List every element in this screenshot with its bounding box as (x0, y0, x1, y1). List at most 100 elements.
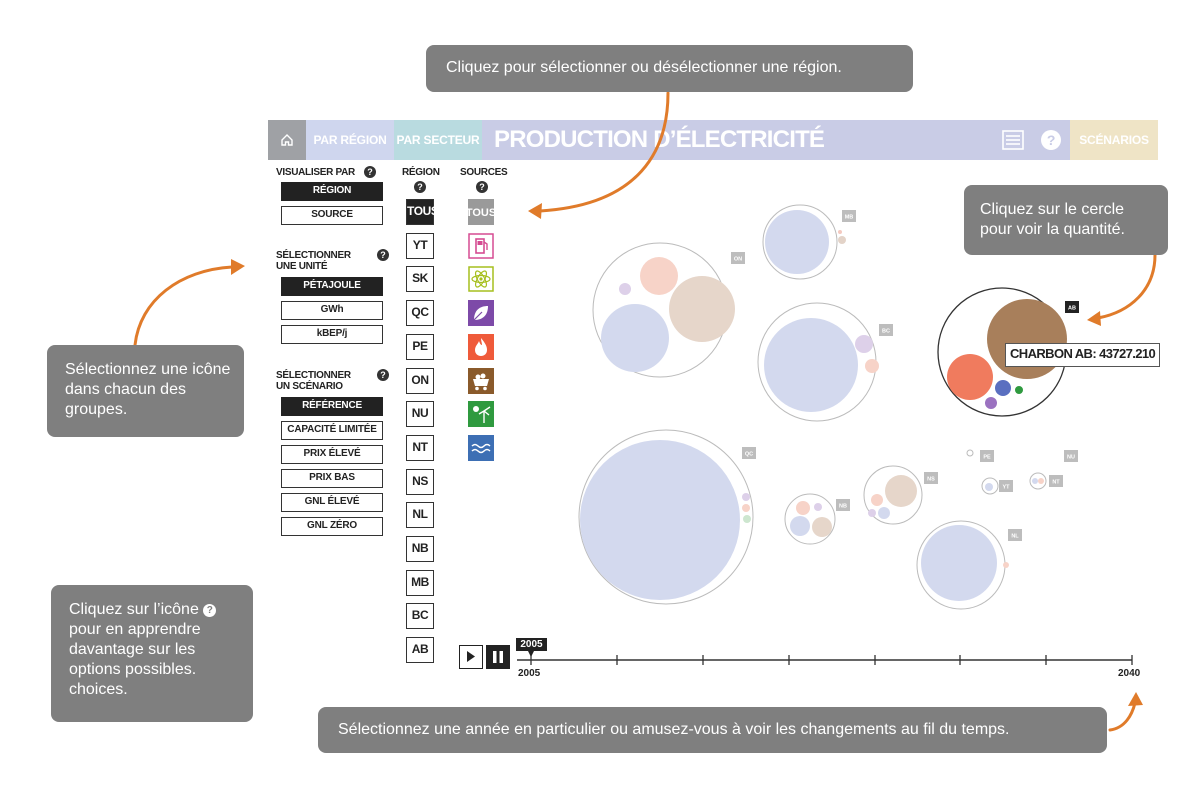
region-outer-circle[interactable] (762, 204, 838, 280)
source-button-nucleaire[interactable] (468, 266, 494, 293)
current-year-marker[interactable]: 2005 (516, 638, 547, 651)
region-bubble-on[interactable]: ON (592, 242, 745, 378)
source-circle[interactable] (742, 493, 750, 501)
source-circle[interactable] (885, 475, 917, 507)
source-circle[interactable] (640, 257, 678, 295)
pause-button[interactable] (486, 645, 510, 669)
source-button-TOUS[interactable]: TOUS (468, 199, 494, 225)
visualiser-par-option[interactable]: SOURCE (281, 206, 383, 225)
source-circle[interactable] (838, 236, 846, 244)
region-button-sk[interactable]: SK (406, 266, 434, 293)
source-circle[interactable] (855, 335, 873, 353)
region-button-mb[interactable]: MB (406, 569, 434, 596)
region-button-on[interactable]: ON (406, 367, 434, 394)
visualiser-par-option[interactable]: RÉGION (281, 182, 383, 201)
source-circle[interactable] (865, 359, 879, 373)
region-button-yt[interactable]: YT (406, 232, 434, 259)
region-button-pe[interactable]: PE (406, 333, 434, 360)
tab-par-secteur[interactable]: PAR SECTEUR (394, 120, 482, 160)
source-circle[interactable] (1032, 478, 1038, 484)
source-circle[interactable] (796, 501, 810, 515)
source-circle[interactable] (812, 517, 832, 537)
timeline-axis[interactable] (517, 651, 1133, 665)
scenario-option[interactable]: RÉFÉRENCE (281, 397, 383, 416)
source-circle[interactable] (878, 507, 890, 519)
region-bubble-nb[interactable]: NB (784, 493, 850, 545)
region-outer-circle[interactable] (863, 465, 923, 525)
source-circle[interactable] (669, 276, 735, 342)
scenario-option[interactable]: CAPACITÉ LIMITÉE (281, 421, 383, 440)
source-button-gaz[interactable] (468, 333, 494, 360)
year-pointer (528, 651, 534, 657)
help-icon[interactable]: ? (476, 181, 488, 193)
help-icon[interactable]: ? (414, 181, 426, 193)
region-bubble-nl[interactable]: NL (916, 520, 1022, 610)
source-button-solaire-eolien[interactable] (468, 401, 494, 428)
scenario-option[interactable]: PRIX BAS (281, 469, 383, 488)
source-circle[interactable] (580, 440, 740, 600)
source-circle[interactable] (985, 483, 993, 491)
region-bubble-ns[interactable]: NS (863, 465, 938, 525)
region-button-nl[interactable]: NL (406, 502, 434, 529)
region-button-nb[interactable]: NB (406, 536, 434, 562)
region-bubble-bc[interactable]: BC (757, 302, 893, 422)
region-button-ns[interactable]: NS (406, 468, 434, 495)
source-circle[interactable] (814, 503, 822, 511)
region-button-bc[interactable]: BC (406, 603, 434, 630)
source-circle[interactable] (743, 515, 751, 523)
source-circle[interactable] (947, 354, 993, 400)
source-circle[interactable] (838, 230, 842, 234)
region-outer-circle[interactable] (784, 493, 836, 545)
scenario-option[interactable]: GNL ZÉRO (281, 517, 383, 536)
source-button-hydro[interactable] (468, 434, 494, 461)
region-outer-circle[interactable] (1029, 472, 1047, 490)
source-button-petrole[interactable] (468, 232, 494, 259)
scenario-option[interactable]: GNL ÉLEVÉ (281, 493, 383, 512)
region-button-nu[interactable]: NU (406, 401, 434, 428)
unite-option[interactable]: kBEP/j (281, 325, 383, 344)
region-button-qc[interactable]: QC (406, 300, 434, 327)
play-button[interactable] (459, 645, 483, 669)
region-outer-circle[interactable] (578, 429, 754, 605)
source-button-charbon[interactable] (468, 367, 494, 394)
source-circle[interactable] (1015, 386, 1023, 394)
source-circle[interactable] (995, 380, 1011, 396)
unite-option[interactable]: GWh (281, 301, 383, 320)
source-button-biomasse[interactable] (468, 300, 494, 327)
source-circle[interactable] (619, 283, 631, 295)
source-circle[interactable] (790, 516, 810, 536)
help-button[interactable]: ? (1036, 120, 1066, 160)
scenario-option[interactable]: PRIX ÉLEVÉ (281, 445, 383, 464)
region-bubble-nt[interactable]: NT (1029, 472, 1063, 490)
region-outer-circle[interactable] (966, 449, 974, 457)
source-circle[interactable] (742, 504, 750, 512)
source-circle[interactable] (601, 304, 669, 372)
source-circle[interactable] (764, 318, 858, 412)
region-bubble-yt[interactable]: YT (981, 477, 1013, 495)
unite-option[interactable]: PÉTAJOULE (281, 277, 383, 296)
help-icon[interactable]: ? (377, 369, 389, 381)
help-icon[interactable]: ? (377, 249, 389, 261)
source-circle[interactable] (765, 210, 829, 274)
region-bubble-qc[interactable]: QC (578, 429, 756, 605)
home-button[interactable] (268, 120, 306, 160)
region-button-nt[interactable]: NT (406, 434, 434, 461)
list-button[interactable] (998, 120, 1028, 160)
source-circle[interactable] (987, 299, 1067, 379)
region-bubble-pe[interactable]: PE (966, 449, 994, 462)
tab-par-region[interactable]: PAR RÉGION (306, 120, 394, 160)
source-circle[interactable] (921, 525, 997, 601)
source-circle[interactable] (1038, 478, 1044, 484)
tab-scenarios[interactable]: SCÉNARIOS (1070, 120, 1158, 160)
source-circle[interactable] (871, 494, 883, 506)
region-button-tous[interactable]: TOUS (406, 199, 439, 225)
region-outer-circle[interactable] (981, 477, 999, 495)
arrow-to-timeline (1108, 692, 1143, 732)
source-circle[interactable] (985, 397, 997, 409)
source-circle[interactable] (1003, 562, 1009, 568)
region-bubble-mb[interactable]: MB (762, 204, 856, 280)
region-button-ab[interactable]: AB (406, 637, 434, 664)
source-circle[interactable] (868, 509, 876, 517)
region-bubble-nu[interactable]: NU (1064, 450, 1078, 462)
help-icon[interactable]: ? (364, 166, 376, 178)
